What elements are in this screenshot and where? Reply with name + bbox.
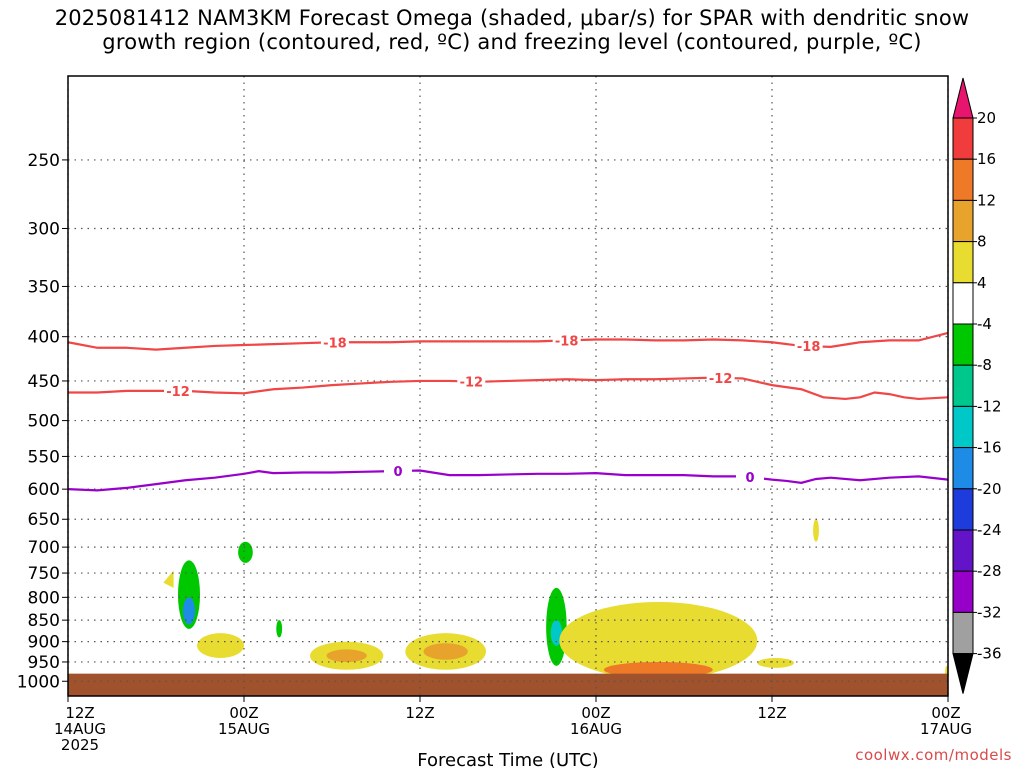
y-tick-label-650: 650 — [28, 510, 60, 530]
colorbar-label-12: -32 — [977, 603, 1002, 621]
y-tick-label-450: 450 — [28, 372, 60, 392]
contour-label-2-1: 0 — [745, 471, 754, 486]
colorbar-label-0: 20 — [977, 109, 996, 127]
x-tick-label-3: 00Z — [581, 704, 610, 722]
y-tick-label-500: 500 — [28, 412, 60, 432]
contour-label-bg-0-2 — [794, 338, 823, 354]
y-tick-label-400: 400 — [28, 328, 60, 348]
omega-region-3 — [276, 620, 283, 638]
colorbar-label-4: 4 — [977, 274, 987, 292]
y-tick-label-550: 550 — [28, 447, 60, 467]
colorbar-segment-2 — [952, 158, 974, 201]
plot-area — [68, 76, 948, 696]
surface-terrain — [68, 673, 948, 696]
contour-label-2-0: 0 — [393, 465, 402, 480]
colorbar-segment-13 — [952, 611, 974, 655]
x-tick-label-1: 00Z — [229, 704, 258, 722]
colorbar-label-3: 8 — [977, 233, 987, 251]
omega-region-core-7 — [550, 620, 563, 646]
omega-region-core-1 — [182, 597, 196, 625]
contour-label-bg-1-0 — [164, 382, 192, 398]
y-tick-label-850: 850 — [28, 611, 60, 631]
y-tick-label-300: 300 — [28, 219, 60, 239]
colorbar-label-9: -20 — [977, 480, 1002, 498]
colorbar-segment-4 — [952, 241, 974, 284]
y-tick-label-350: 350 — [28, 277, 60, 297]
omega-region-4 — [197, 633, 245, 658]
x-axis-title: Forecast Time (UTC) — [417, 750, 598, 768]
colorbar-segment-3 — [952, 199, 974, 243]
x-tick-date-3: 16AUG — [570, 720, 622, 738]
colorbar-label-8: -16 — [977, 439, 1002, 457]
chart-title: 2025081412 NAM3KM Forecast Omega (shaded… — [0, 6, 1024, 54]
omega-region-8 — [559, 602, 758, 680]
colorbar-bottom-arrow — [952, 653, 974, 694]
contour-label-bg-2-0 — [384, 463, 412, 479]
colorbar-label-5: -4 — [977, 315, 992, 333]
x-tick-label-5: 00Z — [931, 704, 960, 722]
y-tick-label-700: 700 — [28, 538, 60, 558]
omega-region-0 — [163, 570, 174, 588]
contour-label-0-0: -18 — [323, 336, 347, 351]
x-tick-date-1: 15AUG — [218, 720, 270, 738]
colorbar-label-7: -12 — [977, 397, 1002, 415]
contour-label-bg-0-0 — [320, 334, 349, 350]
y-tick-label-250: 250 — [28, 151, 60, 171]
chart-title-line-2: growth region (contoured, red, ºC) and f… — [102, 30, 922, 54]
omega-region-core-6 — [423, 643, 468, 660]
colorbar-label-10: -24 — [977, 521, 1002, 539]
contour-label-bg-0-1 — [552, 332, 581, 348]
x-tick-year-0: 2025 — [61, 736, 99, 754]
colorbar-label-13: -36 — [977, 645, 1002, 663]
contour-line-2 — [67, 469, 949, 492]
colorbar-segment-1 — [952, 117, 974, 160]
contour-label-bg-1-1 — [457, 373, 486, 389]
chart-title-line-1: 2025081412 NAM3KM Forecast Omega (shaded… — [54, 6, 970, 30]
colorbar-top-arrow — [952, 77, 974, 119]
contour-line-1 — [68, 376, 949, 401]
omega-region-10 — [813, 519, 819, 542]
plot-border — [67, 75, 949, 697]
contour-label-bg-1-2 — [706, 369, 735, 385]
colorbar-segment-6 — [952, 323, 974, 366]
y-tick-label-950: 950 — [28, 653, 60, 673]
contour-label-0-1: -18 — [555, 334, 579, 349]
omega-region-9 — [757, 657, 795, 668]
x-tick-date-5: 17AUG — [920, 720, 972, 738]
colorbar-segment-11 — [952, 529, 974, 572]
contour-label-1-2: -12 — [709, 372, 733, 387]
omega-region-2 — [238, 541, 253, 563]
colorbar-label-6: -8 — [977, 356, 992, 374]
colorbar-segment-7 — [952, 364, 974, 407]
y-tick-label-600: 600 — [28, 480, 60, 500]
x-tick-label-0: 12Z — [65, 704, 94, 722]
colorbar-label-1: 16 — [977, 150, 996, 168]
colorbar-label-2: 12 — [977, 191, 996, 209]
x-tick-date-0: 14AUG — [54, 720, 106, 738]
colorbar-label-11: -28 — [977, 562, 1002, 580]
credit-url[interactable]: coolwx.com/models — [855, 746, 1012, 764]
x-tick-label-2: 12Z — [405, 704, 434, 722]
colorbar-segment-5 — [952, 282, 974, 325]
omega-region-core-5 — [326, 649, 367, 663]
y-tick-label-900: 900 — [28, 633, 60, 653]
omega-region-core-8 — [603, 661, 713, 678]
y-tick-label-1000: 1000 — [17, 672, 60, 692]
contour-label-bg-2-1 — [736, 469, 764, 485]
contour-label-1-1: -12 — [460, 376, 484, 391]
y-tick-label-800: 800 — [28, 588, 60, 608]
x-tick-label-4: 12Z — [757, 704, 786, 722]
contour-label-0-2: -18 — [797, 340, 821, 355]
y-tick-label-750: 750 — [28, 564, 60, 584]
colorbar-segment-10 — [952, 488, 974, 531]
colorbar-segment-8 — [952, 405, 974, 449]
colorbar-segment-9 — [952, 447, 974, 490]
contour-label-1-0: -12 — [166, 385, 190, 400]
colorbar-segment-12 — [952, 570, 974, 613]
